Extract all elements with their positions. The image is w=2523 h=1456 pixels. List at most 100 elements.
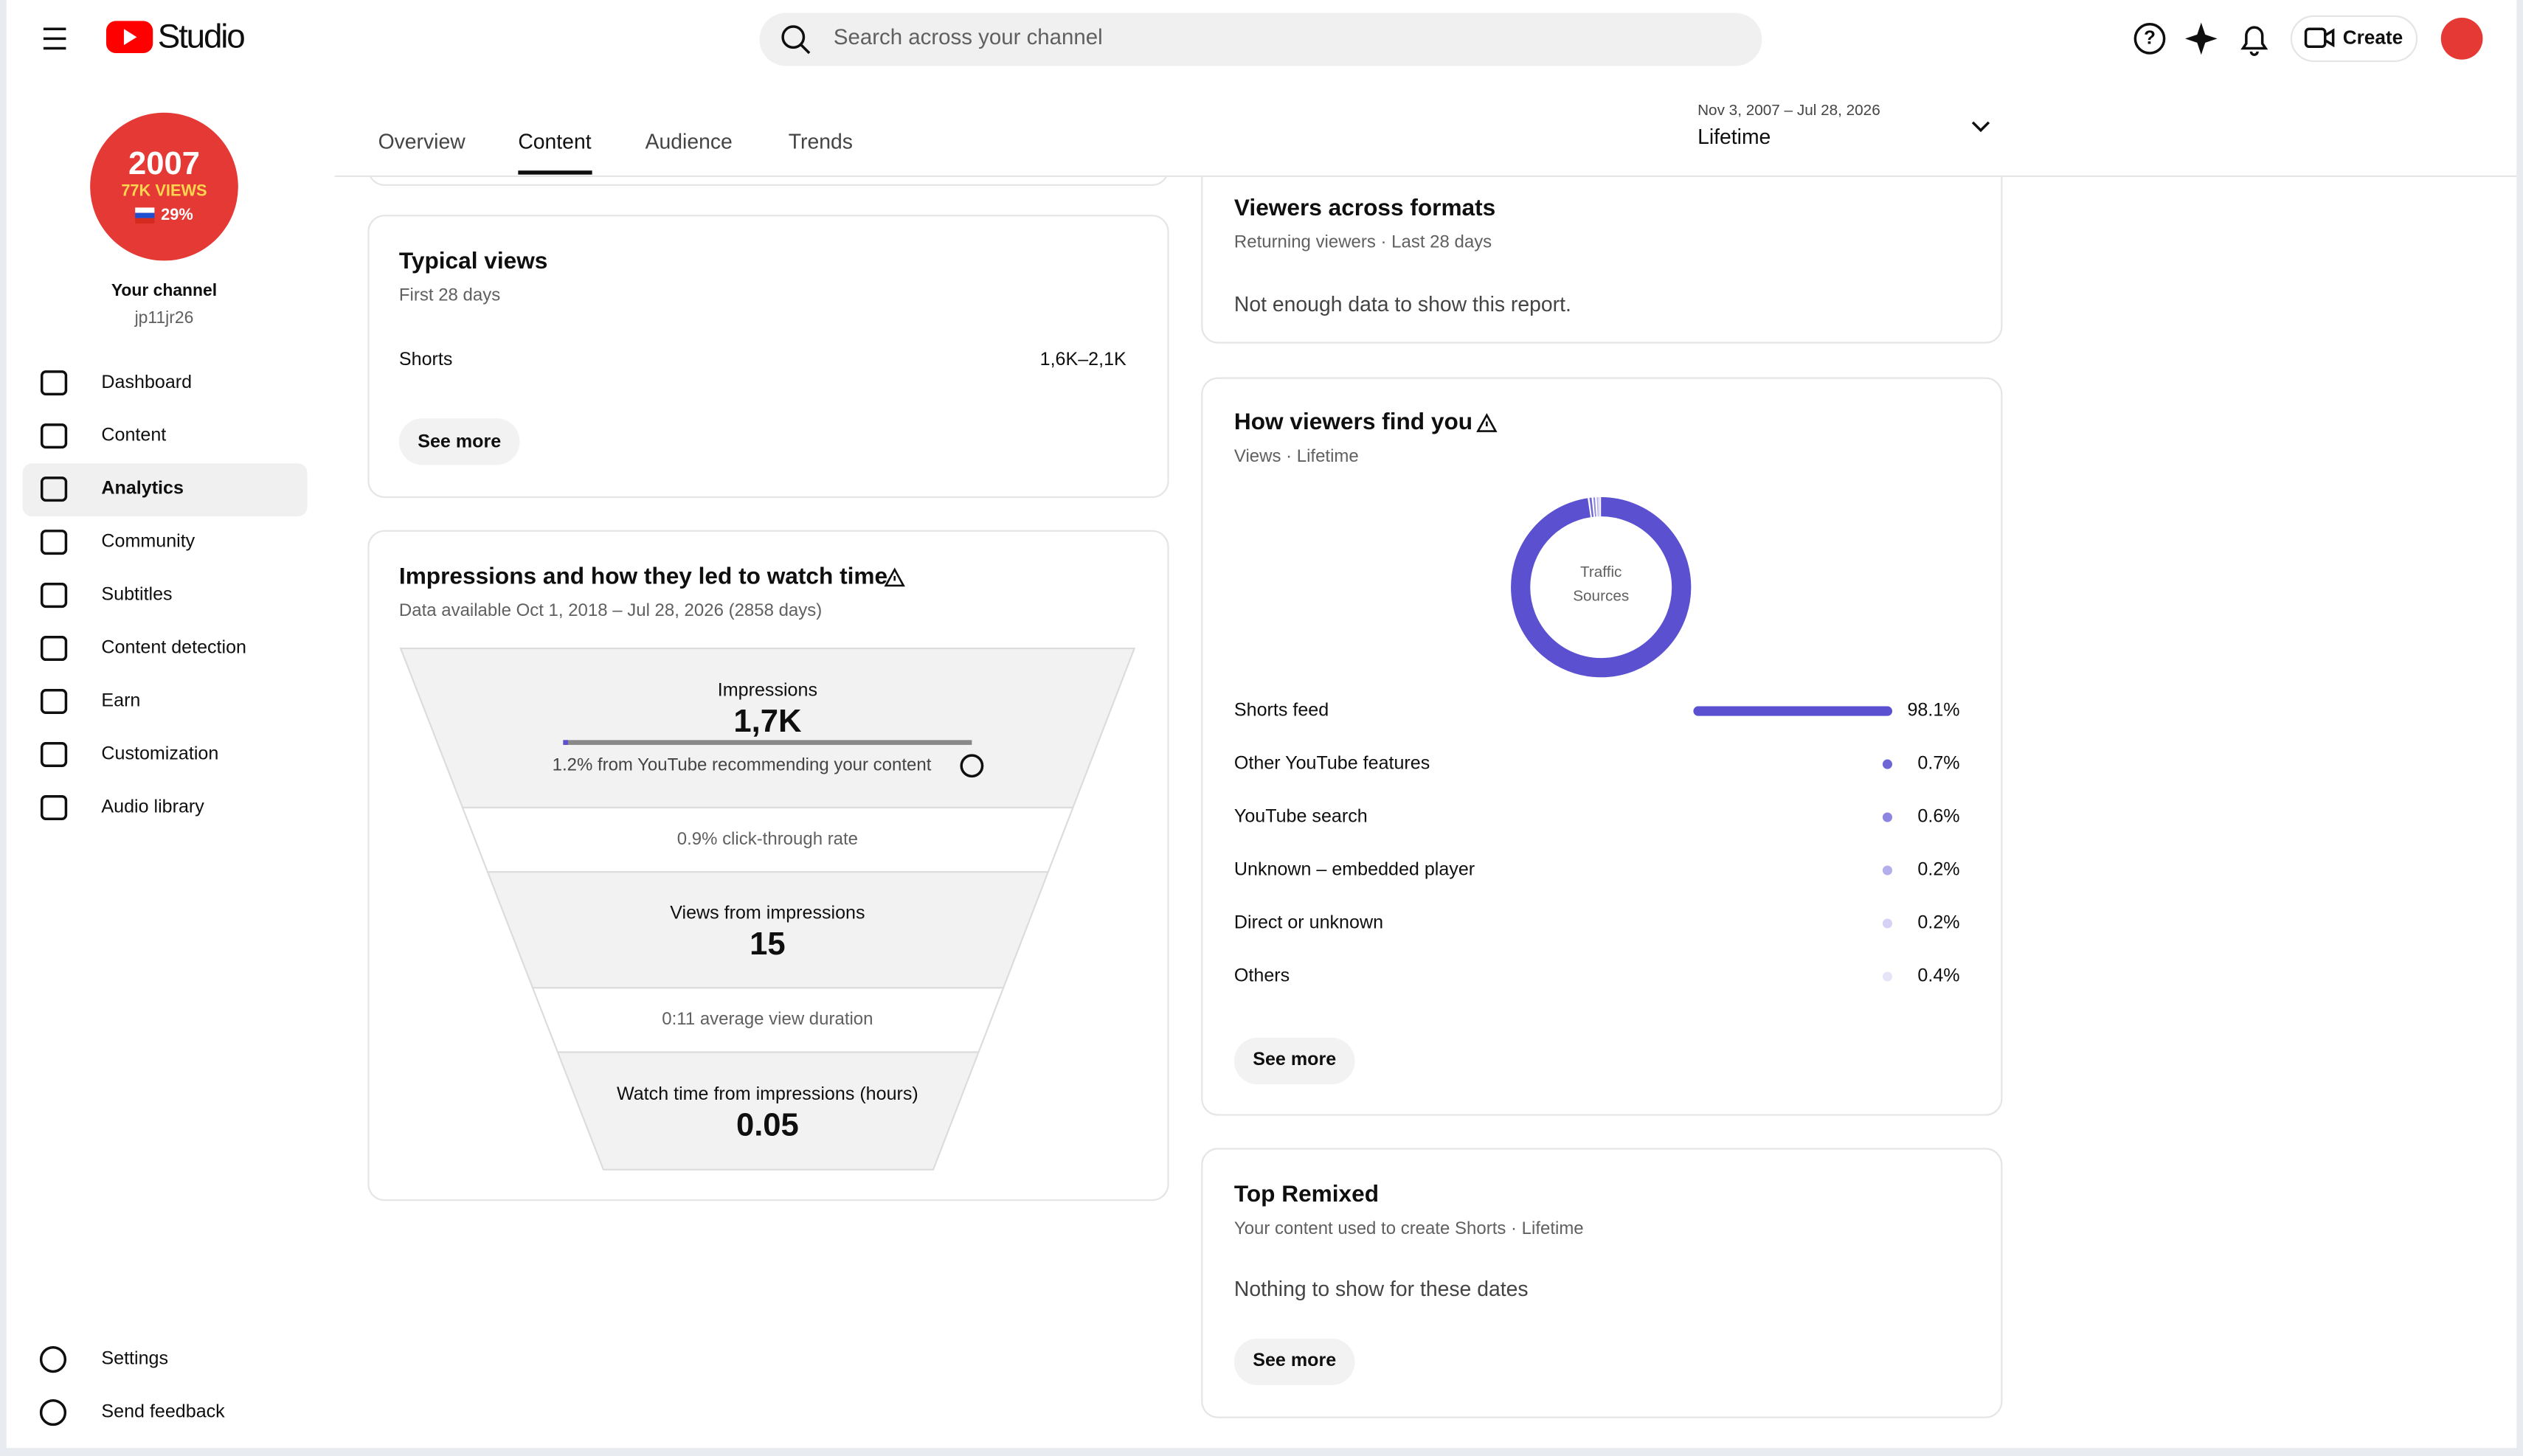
divider — [334, 175, 2517, 177]
card-title: Viewers across formats — [1234, 194, 1495, 221]
date-label[interactable]: Lifetime — [1697, 125, 1771, 149]
stage-label: Views from impressions — [670, 903, 865, 923]
hamburger[interactable] — [43, 27, 66, 50]
info-icon[interactable] — [960, 754, 984, 778]
notifications-button[interactable] — [2240, 26, 2268, 56]
edge — [0, 1448, 2523, 1456]
ai-button[interactable] — [2184, 22, 2218, 55]
source-name: Unknown – embedded player — [1234, 859, 1475, 880]
nav-icon[interactable] — [39, 1345, 67, 1373]
search-placeholder: Search across your channel — [834, 25, 1103, 49]
stage-value: 15 — [750, 926, 786, 962]
edge — [0, 0, 7, 1456]
nav-icon[interactable] — [40, 370, 68, 396]
stage-label: 0.9% click-through rate — [677, 829, 858, 849]
source-name: Shorts feed — [1234, 700, 1329, 721]
nav-item[interactable]: Send feedback — [101, 1401, 225, 1422]
card-subtitle: Data available Oct 1, 2018 – Jul 28, 202… — [399, 600, 822, 620]
logo[interactable]: Studio — [105, 17, 246, 55]
avatar-text: 77K VIEWS — [121, 181, 207, 199]
nav-item[interactable]: Content — [101, 425, 166, 446]
nav-item[interactable]: Audio library — [101, 797, 204, 817]
source-bar — [1882, 971, 1892, 982]
create-label: Create — [2343, 26, 2403, 48]
card — [1201, 377, 2003, 1116]
card-subtitle: First 28 days — [399, 285, 500, 305]
edge — [2516, 0, 2523, 1456]
tab[interactable]: Overview — [378, 131, 466, 154]
nav-icon[interactable] — [40, 794, 68, 820]
search-icon — [781, 25, 806, 49]
nav-item[interactable]: Analytics — [101, 478, 184, 499]
create-button[interactable]: Create — [2290, 15, 2418, 63]
tab[interactable]: Audience — [646, 131, 733, 154]
source-value: 0.2% — [1917, 859, 1959, 880]
channel-avatar[interactable] — [90, 112, 238, 261]
source-value: 0.4% — [1917, 966, 1959, 986]
donut-center-label: Sources — [1573, 588, 1629, 605]
donut-slice — [1511, 497, 1692, 678]
source-bar — [1693, 706, 1892, 716]
donut-center-label: Traffic — [1580, 564, 1622, 580]
nav-item[interactable]: Earn — [101, 690, 140, 711]
nav-item[interactable]: Subtitles — [101, 584, 172, 605]
card — [1201, 1148, 2003, 1418]
card-message: Not enough data to show this report. — [1234, 293, 1571, 316]
card-message: Nothing to show for these dates — [1234, 1278, 1529, 1301]
card-title: Typical views — [399, 247, 547, 274]
source-name: Direct or unknown — [1234, 912, 1383, 933]
source-value: 0.2% — [1917, 912, 1959, 933]
nav-icon[interactable] — [39, 1398, 67, 1426]
nav-item[interactable]: Content detection — [101, 637, 246, 658]
nav-icon[interactable] — [40, 583, 68, 609]
nav-icon[interactable] — [40, 530, 68, 555]
source-value: 98.1% — [1907, 700, 1959, 721]
tab[interactable]: Trends — [789, 131, 853, 154]
nav-item[interactable]: Dashboard — [101, 372, 192, 392]
card-subtitle: Returning viewers · Last 28 days — [1234, 232, 1492, 252]
warning-icon[interactable] — [1476, 413, 1498, 432]
see-more-button[interactable] — [1233, 1037, 1355, 1085]
card-title: Impressions and how they led to watch ti… — [399, 562, 887, 589]
button-label: See more — [1253, 1350, 1336, 1370]
funnel-stage — [556, 1051, 980, 1171]
progress-track — [563, 740, 972, 745]
nav-icon[interactable] — [40, 636, 68, 662]
channel-label: Your channel — [111, 280, 217, 299]
card-subtitle: Your content used to create Shorts · Lif… — [1234, 1218, 1584, 1238]
tab[interactable]: Content — [518, 131, 591, 154]
nav-icon[interactable] — [40, 423, 68, 449]
source-value: 0.6% — [1917, 806, 1959, 827]
see-more-button[interactable] — [1233, 1338, 1355, 1385]
see-more-button[interactable] — [398, 418, 520, 465]
help-button[interactable]: ? — [2133, 23, 2166, 55]
nav-item[interactable]: Customization — [101, 743, 218, 764]
nav-icon[interactable] — [40, 741, 68, 768]
source-bar — [1882, 865, 1892, 876]
nav-item[interactable]: Community — [101, 531, 195, 552]
date-dropdown[interactable] — [1971, 121, 1990, 133]
flag — [135, 207, 155, 224]
stage-value: 1,7K — [733, 704, 802, 739]
account-avatar[interactable] — [2440, 18, 2483, 60]
avatar-text: 29% — [161, 205, 193, 223]
search-box[interactable] — [759, 13, 1762, 66]
avatar-text: 2007 — [128, 146, 200, 181]
nav-icon[interactable] — [40, 688, 68, 715]
nav-item[interactable]: Settings — [101, 1348, 168, 1369]
card — [370, 176, 1167, 186]
source-bar — [1882, 759, 1892, 769]
source-name: Others — [1234, 966, 1290, 986]
card-title: How viewers find you — [1234, 408, 1472, 434]
app-name: Studio — [158, 17, 244, 55]
stage-note: 1.2% from YouTube recommending your cont… — [553, 755, 932, 775]
stage-label: Watch time from impressions (hours) — [617, 1084, 918, 1104]
channel-handle: jp11jr26 — [134, 308, 194, 327]
nav-icon[interactable] — [40, 476, 68, 502]
date-range: Nov 3, 2007 – Jul 28, 2026 — [1697, 102, 1880, 119]
warning-icon[interactable] — [884, 567, 905, 587]
card-title: Top Remixed — [1234, 1180, 1379, 1207]
tab-underline — [518, 170, 592, 175]
